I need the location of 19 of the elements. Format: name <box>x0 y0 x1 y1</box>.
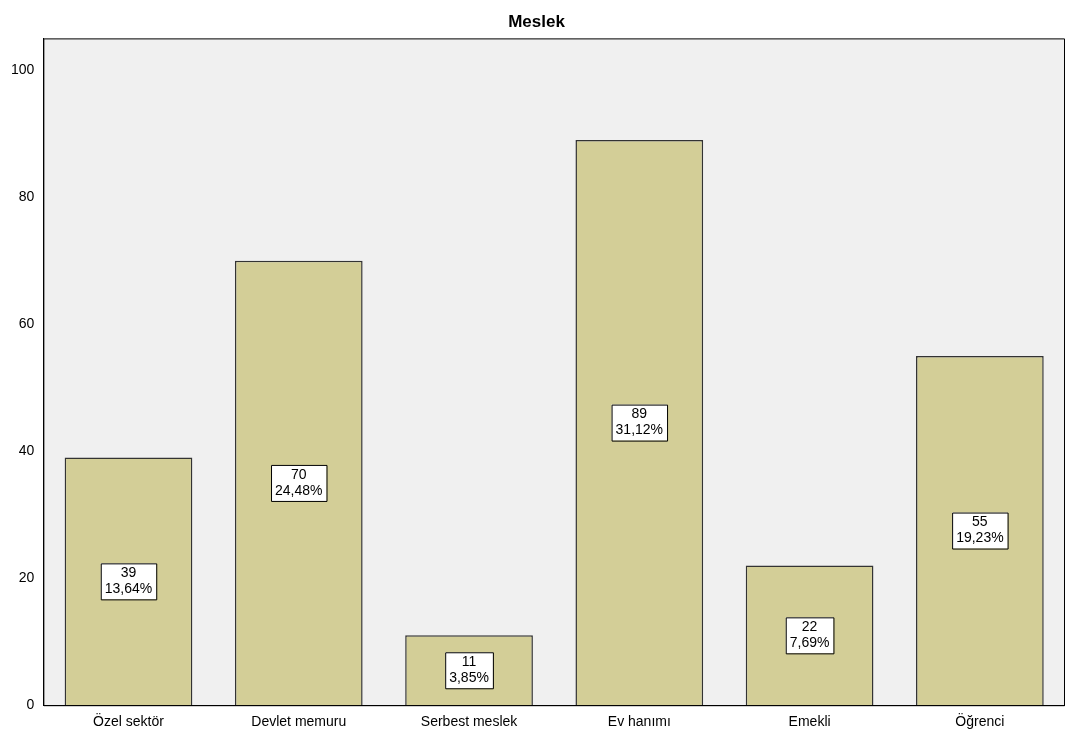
x-tick-label: Özel sektör <box>93 712 165 730</box>
x-tick-label: Öğrenci <box>955 712 1005 730</box>
data-label: 70 24,48% <box>275 465 323 498</box>
chart-title: Meslek <box>508 11 566 31</box>
data-label: 22 7,69% <box>789 618 830 651</box>
y-tick-label: 0 <box>26 696 35 713</box>
data-label: 55 19,23% <box>956 513 1004 546</box>
x-tick-label: Serbest meslek <box>420 713 519 730</box>
data-label: 89 31,12% <box>615 405 664 438</box>
y-tick-label: 60 <box>18 315 35 332</box>
y-tick-label: 100 <box>11 61 35 78</box>
x-tick-label: Devlet memuru <box>251 713 347 730</box>
y-tick-label: 20 <box>18 569 35 586</box>
x-tick-label: Emekli <box>788 713 831 730</box>
x-tick-label: Ev hanımı <box>607 713 671 730</box>
data-label: 39 13,64% <box>104 564 153 597</box>
y-tick-label: 40 <box>18 442 35 459</box>
y-tick-label: 80 <box>18 188 35 205</box>
data-label: 11 3,85% <box>449 653 489 686</box>
